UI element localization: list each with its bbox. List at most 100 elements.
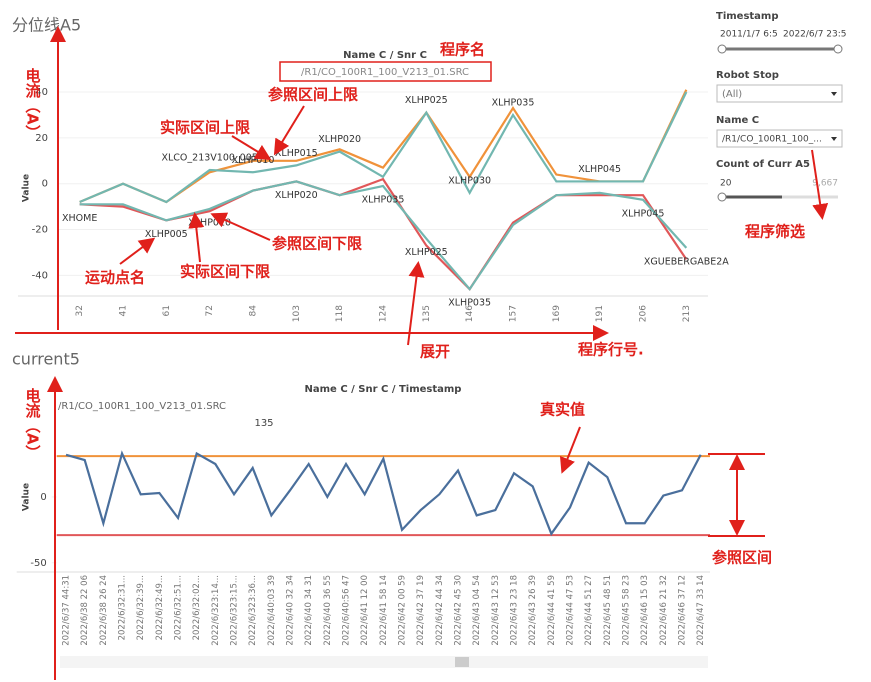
- y-tick-label: -50: [30, 558, 46, 569]
- arrow: [210, 212, 271, 241]
- x-tick-label: 2022/6/40 36 55: [323, 575, 333, 646]
- x-tick-label: 2022/6/32:39...: [136, 575, 146, 640]
- chart-title: current5: [12, 350, 80, 369]
- series-line: [65, 450, 702, 537]
- x-tick-label: 2022/6/43 26 39: [528, 575, 538, 646]
- x-tick-label: 2022/6/323:15...: [230, 575, 240, 646]
- filter-title: Robot Stop: [716, 70, 779, 81]
- annotation: 程序行号.: [578, 341, 644, 359]
- dropdown-arrow: [831, 92, 837, 96]
- x-tick-label: 2022/6/32:49...: [155, 575, 165, 640]
- x-tick-label: 2022/6/42 00 59: [398, 575, 408, 646]
- x-tick-label: 2022/6/32:02...: [192, 575, 202, 640]
- dropdown[interactable]: [716, 129, 843, 148]
- scrollbar[interactable]: [60, 656, 708, 668]
- x-tick-label: 118: [335, 305, 345, 322]
- scroll-thumb[interactable]: [455, 657, 469, 667]
- point-label: XLHP035: [492, 97, 535, 108]
- program-name: /R1/CO_100R1_100_V213_01.SRC: [301, 67, 469, 78]
- arrow: [188, 212, 205, 263]
- arrow: [811, 149, 829, 220]
- annotations: 电流（A） 程序名 参照区间上限 实际区间上限 运动点名 实际区间下限 参照区间…: [15, 26, 829, 680]
- slider-handle[interactable]: [717, 44, 727, 54]
- x-tick-label: 2022/6/45 48 51: [603, 575, 613, 646]
- y-tick-label: 0: [40, 492, 46, 503]
- x-tick-label: 2022/6/32:51...: [174, 575, 184, 640]
- x-tick-label: 103: [292, 305, 302, 322]
- point-label: XLHP025: [405, 95, 448, 106]
- annotation: 展开: [420, 343, 450, 361]
- x-tick-label: 2022/6/44 47 53: [566, 575, 576, 646]
- annotation: 程序名: [440, 41, 485, 59]
- filter-title: Name C: [716, 115, 759, 126]
- x-tick-label: 146: [465, 305, 475, 322]
- x-tick-label: 2022/6/323:14...: [211, 575, 221, 646]
- x-tick-label: 169: [552, 305, 562, 322]
- y-tick-label: 40: [35, 87, 48, 98]
- point-label: XLHP005: [145, 229, 188, 240]
- range-end: 2022/6/7 23:5: [783, 30, 847, 40]
- x-tick-label: 2022/6/32:31...: [118, 575, 128, 640]
- x-tick-label: 2022/6/40 34 31: [304, 575, 314, 646]
- y-axis-label: Value: [22, 174, 32, 202]
- x-tick-label: 2022/6/43 23 18: [510, 575, 520, 646]
- point-label: XLHP030: [448, 175, 491, 186]
- x-tick-label: 2022/6/38 22 06: [80, 575, 90, 646]
- point-label: XHOME: [62, 213, 97, 224]
- annotation: 实际区间上限: [160, 119, 250, 137]
- dropdown[interactable]: [716, 84, 843, 103]
- slider-handle[interactable]: [717, 192, 727, 202]
- x-tick-label: 2022/6/38 26 24: [99, 575, 109, 646]
- charts: 40 20 0 -20 -40 32 41 61 72 84 103 118 124 135 146 157 1…: [16, 87, 729, 646]
- x-tick-label: 2022/6/47 33 14: [696, 575, 706, 646]
- x-tick-label: 2022/6/323:36...: [248, 575, 258, 646]
- annotation: 电流（A）: [24, 387, 42, 459]
- x-tick-label: 2022/6/42 44 34: [435, 575, 445, 646]
- x-tick-label: 2022/6/40:03 39: [267, 575, 277, 646]
- x-tick-label: 2022/6/44 51 27: [584, 575, 594, 646]
- x-tick-label: 157: [509, 305, 519, 322]
- point-label: XLHP045: [622, 208, 665, 219]
- chart-subtitle: Name C / Snr C: [343, 50, 427, 61]
- y-axis-label: Value: [22, 483, 32, 511]
- point-label: XLHP020: [275, 190, 318, 201]
- range-start: 20: [720, 179, 732, 189]
- point-label: XLHP035: [448, 298, 491, 309]
- x-tick-label: 2022/6/40 32 34: [286, 575, 296, 646]
- x-tick-label: 2022/6/46 21 32: [659, 575, 669, 646]
- point-label: XLHP015: [275, 148, 318, 159]
- x-tick-label: 135: [422, 305, 432, 322]
- point-label: XLHP020: [318, 134, 361, 145]
- x-tick-label: 2022/6/43 12 53: [491, 575, 501, 646]
- x-tick-label: 124: [379, 305, 389, 322]
- dropdown-value: (All): [722, 89, 742, 100]
- x-tick-label: 191: [595, 305, 605, 322]
- point-label: XGUEBERGABE2A: [644, 256, 729, 267]
- range-end: 9,667: [812, 179, 838, 189]
- chart-subtitle: Name C / Snr C / Timestamp: [305, 384, 462, 395]
- x-tick-label: 2022/6/40:56 47: [342, 575, 352, 646]
- x-tick-label: 2022/6/41 12 00: [360, 575, 370, 646]
- y-tick-label: 0: [42, 179, 48, 190]
- highlight-box: [279, 61, 492, 82]
- x-tick-label: 41: [119, 305, 129, 316]
- x-tick-label: 2022/6/41 58 14: [379, 575, 389, 646]
- dropdown-arrow: [831, 137, 837, 141]
- point-label: XLHP010: [232, 155, 275, 166]
- annotation: 参照区间下限: [272, 235, 362, 253]
- range-start: 2011/1/7 6:5: [720, 30, 778, 40]
- x-tick-label: 32: [75, 305, 85, 316]
- x-tick-label: 2022/6/42 45 30: [454, 575, 464, 646]
- point-label: XLHP035: [362, 195, 405, 206]
- y-tick-label: -40: [32, 270, 48, 281]
- chart-title: 分位线A5: [12, 16, 81, 35]
- column-header: 135: [254, 418, 273, 429]
- slider-handle[interactable]: [833, 44, 843, 54]
- x-tick-label: 206: [639, 305, 649, 322]
- dropdown-value: /R1/CO_100R1_100_...: [722, 135, 822, 145]
- arrow: [119, 237, 156, 265]
- point-label: XLHP010: [188, 217, 231, 228]
- series-line: [79, 91, 688, 204]
- annotation: 真实值: [540, 401, 585, 419]
